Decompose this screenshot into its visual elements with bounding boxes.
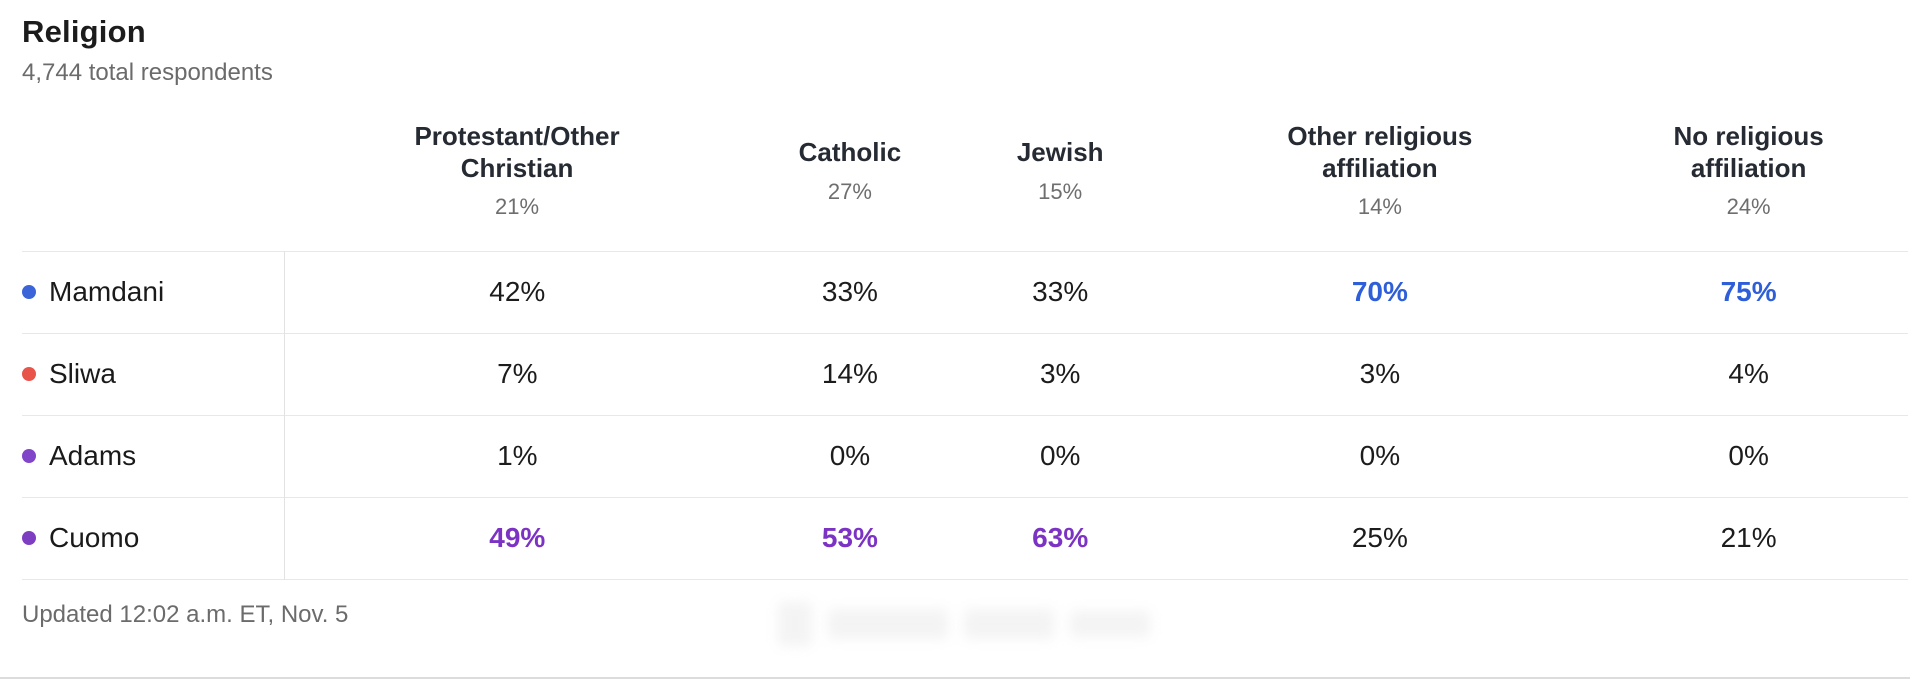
page-title: Religion (22, 14, 146, 49)
value-cell: 3% (1039, 358, 1081, 389)
value-cell: 21% (1720, 522, 1777, 553)
value-cell: 42% (489, 276, 546, 307)
column-header: Catholic 27% (750, 91, 950, 251)
column-label: Jewish (1016, 136, 1104, 167)
results-table: Protestant/Other Christian 21% Catholic … (22, 91, 1908, 580)
candidate-cell: Cuomo (22, 497, 285, 579)
column-label: No religious affiliation (1673, 121, 1824, 183)
candidate-cell: Adams (22, 415, 285, 497)
column-share: 14% (1357, 194, 1402, 220)
value-cell: 14% (821, 358, 878, 389)
value-cell-highlighted: 75% (1720, 276, 1777, 307)
candidate-dot-icon (22, 367, 36, 381)
candidate-dot-icon (22, 531, 36, 545)
candidate-name: Cuomo (49, 522, 140, 553)
candidate-name: Adams (49, 440, 137, 471)
table-row-cuomo: Cuomo 49% 53% 63% 25% 21% (22, 497, 1908, 579)
value-cell-highlighted: 63% (1032, 522, 1089, 553)
column-label: Other religious affiliation (1287, 121, 1473, 183)
candidate-name: Mamdani (49, 276, 165, 307)
column-label: Catholic (798, 136, 902, 167)
column-header: Protestant/Other Christian 21% (284, 91, 750, 251)
value-cell-highlighted: 49% (489, 522, 546, 553)
column-share: 27% (827, 178, 872, 204)
value-cell: 25% (1351, 522, 1408, 553)
candidate-cell: Sliwa (22, 333, 285, 415)
column-share: 15% (1038, 178, 1083, 204)
value-cell: 33% (821, 276, 878, 307)
value-cell: 0% (1728, 440, 1769, 471)
respondents-count: 4,744 total respondents (22, 59, 273, 86)
column-header: Other religious affiliation 14% (1171, 91, 1590, 251)
candidate-name: Sliwa (49, 358, 116, 389)
column-share: 21% (495, 194, 540, 220)
table-row-adams: Adams 1% 0% 0% 0% 0% (22, 415, 1908, 497)
column-header: No religious affiliation 24% (1589, 91, 1908, 251)
column-header: Jewish 15% (950, 91, 1171, 251)
value-cell: 3% (1359, 358, 1401, 389)
empty-header-cell (22, 91, 284, 251)
value-cell: 33% (1032, 276, 1089, 307)
column-label: Protestant/Other Christian (414, 121, 620, 183)
updated-timestamp: Updated 12:02 a.m. ET, Nov. 5 (22, 600, 349, 628)
bottom-divider (0, 677, 1910, 679)
column-header-row: Protestant/Other Christian 21% Catholic … (22, 91, 1908, 251)
table-row-sliwa: Sliwa 7% 14% 3% 3% 4% (22, 333, 1908, 415)
candidate-dot-icon (22, 449, 36, 463)
value-cell: 7% (497, 358, 538, 389)
candidate-dot-icon (22, 285, 36, 299)
value-cell: 0% (829, 440, 871, 471)
value-cell: 0% (1359, 440, 1401, 471)
table-row-mamdani: Mamdani 42% 33% 33% 70% 75% (22, 251, 1908, 333)
column-share: 24% (1726, 194, 1771, 220)
candidate-cell: Mamdani (22, 251, 285, 333)
value-cell-highlighted: 70% (1351, 276, 1408, 307)
value-cell: 0% (1039, 440, 1081, 471)
value-cell-highlighted: 53% (821, 522, 878, 553)
value-cell: 4% (1728, 358, 1769, 389)
value-cell: 1% (497, 440, 538, 471)
